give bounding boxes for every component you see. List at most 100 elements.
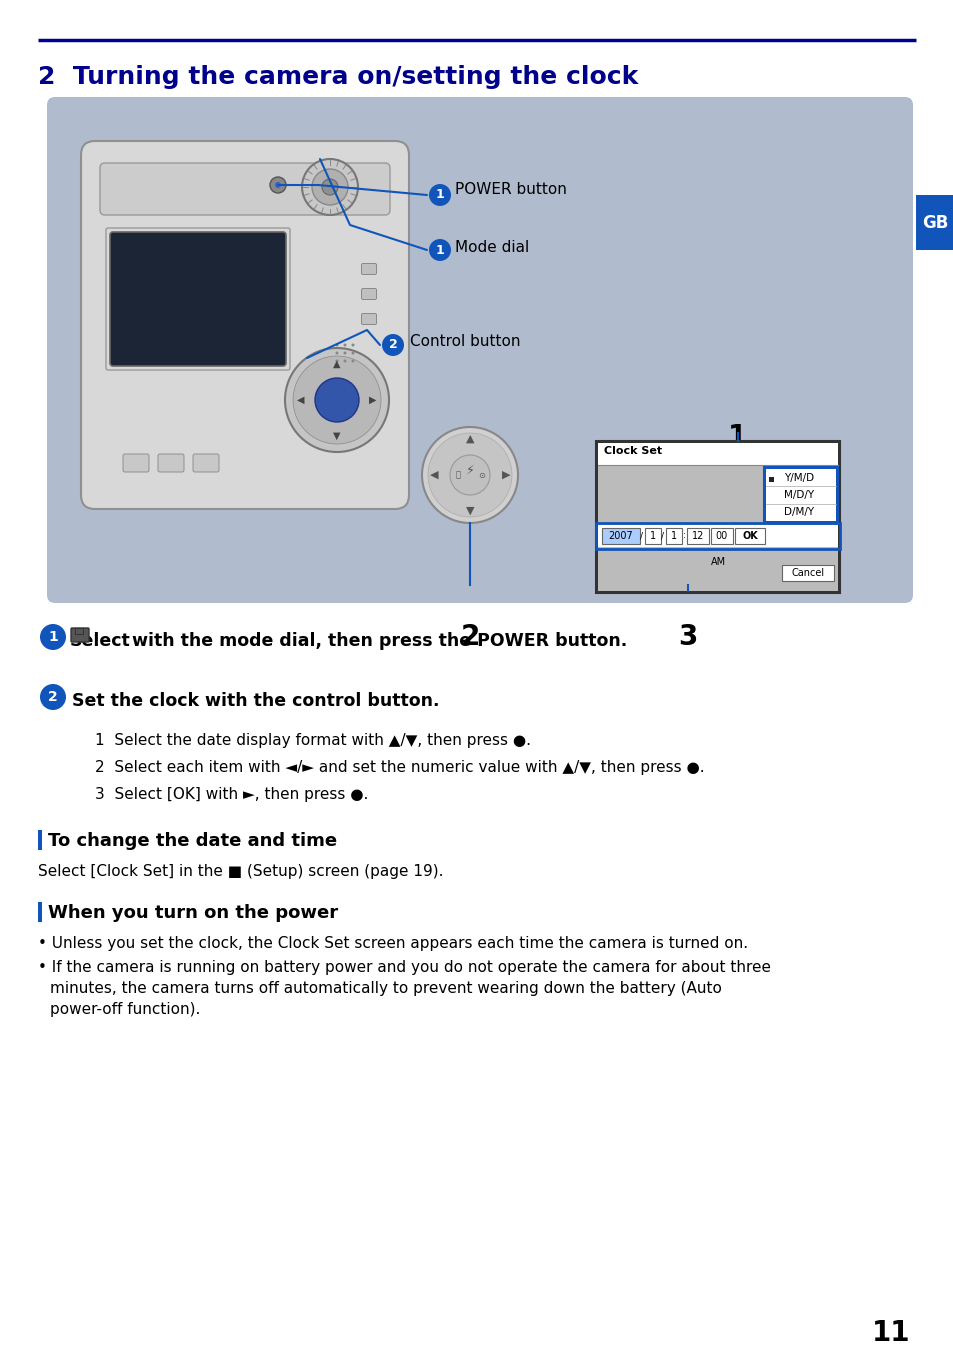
Text: D/M/Y: D/M/Y <box>783 508 813 517</box>
FancyBboxPatch shape <box>710 528 732 544</box>
Text: 1: 1 <box>436 189 444 201</box>
Circle shape <box>429 239 451 261</box>
FancyBboxPatch shape <box>781 565 833 581</box>
FancyBboxPatch shape <box>100 163 390 214</box>
Text: minutes, the camera turns off automatically to prevent wearing down the battery : minutes, the camera turns off automatica… <box>50 981 721 996</box>
Text: ▼: ▼ <box>465 506 474 516</box>
Text: /: / <box>639 532 643 540</box>
Circle shape <box>293 356 380 444</box>
Text: 🏞: 🏞 <box>455 471 460 479</box>
FancyBboxPatch shape <box>601 528 639 544</box>
Text: 2  Turning the camera on/setting the clock: 2 Turning the camera on/setting the cloc… <box>38 65 638 90</box>
FancyBboxPatch shape <box>765 470 835 521</box>
Circle shape <box>335 351 338 354</box>
Circle shape <box>335 360 338 362</box>
Circle shape <box>343 360 346 362</box>
FancyBboxPatch shape <box>598 442 837 465</box>
FancyBboxPatch shape <box>158 455 184 472</box>
FancyBboxPatch shape <box>686 528 708 544</box>
FancyBboxPatch shape <box>361 289 376 300</box>
Circle shape <box>335 343 338 346</box>
Text: Cancel: Cancel <box>791 569 823 578</box>
Text: • Unless you set the clock, the Clock Set screen appears each time the camera is: • Unless you set the clock, the Clock Se… <box>38 936 747 951</box>
Text: ◀: ◀ <box>429 470 437 480</box>
FancyBboxPatch shape <box>75 627 84 634</box>
Text: with the mode dial, then press the POWER button.: with the mode dial, then press the POWER… <box>132 632 626 650</box>
Circle shape <box>421 427 517 522</box>
Text: 1: 1 <box>48 630 58 645</box>
Text: Clock Set: Clock Set <box>603 446 661 456</box>
Text: Mode dial: Mode dial <box>455 240 529 255</box>
Text: 1: 1 <box>436 243 444 256</box>
Text: 1  Select the date display format with ▲/▼, then press ●.: 1 Select the date display format with ▲/… <box>95 733 531 748</box>
Text: 00: 00 <box>715 531 727 541</box>
FancyBboxPatch shape <box>38 902 42 921</box>
Text: 12: 12 <box>691 531 703 541</box>
Text: Select: Select <box>70 632 131 650</box>
Text: 2: 2 <box>460 623 479 651</box>
Text: ⚡: ⚡ <box>465 464 474 476</box>
Text: 1: 1 <box>727 423 747 451</box>
Circle shape <box>285 347 389 452</box>
Text: To change the date and time: To change the date and time <box>48 832 336 849</box>
Text: ▲: ▲ <box>333 360 340 369</box>
Text: 1: 1 <box>649 531 656 541</box>
FancyBboxPatch shape <box>915 195 953 250</box>
Text: Set the clock with the control button.: Set the clock with the control button. <box>71 692 439 710</box>
Text: ▶: ▶ <box>501 470 510 480</box>
Text: power-off function).: power-off function). <box>50 1001 200 1016</box>
Text: 3: 3 <box>678 623 697 651</box>
FancyBboxPatch shape <box>110 232 286 366</box>
FancyBboxPatch shape <box>644 528 660 544</box>
Text: M/D/Y: M/D/Y <box>783 490 813 499</box>
Text: 2: 2 <box>48 689 58 704</box>
Circle shape <box>381 334 403 356</box>
Text: 3  Select [OK] with ►, then press ●.: 3 Select [OK] with ►, then press ●. <box>95 787 368 802</box>
Text: When you turn on the power: When you turn on the power <box>48 904 337 921</box>
FancyBboxPatch shape <box>361 313 376 324</box>
FancyBboxPatch shape <box>38 830 42 849</box>
Text: ⊙: ⊙ <box>478 471 485 479</box>
FancyBboxPatch shape <box>665 528 681 544</box>
FancyBboxPatch shape <box>598 442 837 592</box>
FancyBboxPatch shape <box>598 525 837 547</box>
Text: Control button: Control button <box>410 334 520 350</box>
FancyBboxPatch shape <box>193 455 219 472</box>
Circle shape <box>450 455 490 495</box>
Text: ▶: ▶ <box>369 395 376 404</box>
Text: ▲: ▲ <box>465 434 474 444</box>
Text: 2: 2 <box>388 338 397 351</box>
Text: Y/M/D: Y/M/D <box>783 472 813 483</box>
Text: 11: 11 <box>871 1319 909 1348</box>
FancyBboxPatch shape <box>123 455 149 472</box>
Text: 2007: 2007 <box>608 531 633 541</box>
Text: ▼: ▼ <box>333 432 340 441</box>
FancyBboxPatch shape <box>734 528 764 544</box>
FancyBboxPatch shape <box>81 141 409 509</box>
FancyBboxPatch shape <box>47 96 912 603</box>
Text: • If the camera is running on battery power and you do not operate the camera fo: • If the camera is running on battery po… <box>38 959 770 974</box>
Circle shape <box>351 351 355 354</box>
FancyBboxPatch shape <box>763 467 837 522</box>
FancyBboxPatch shape <box>598 547 837 592</box>
FancyBboxPatch shape <box>71 628 89 642</box>
Circle shape <box>428 433 512 517</box>
Circle shape <box>40 684 66 710</box>
FancyBboxPatch shape <box>768 476 773 482</box>
FancyBboxPatch shape <box>596 441 840 593</box>
Text: Select [Clock Set] in the ■ (Setup) screen (page 19).: Select [Clock Set] in the ■ (Setup) scre… <box>38 864 443 879</box>
Circle shape <box>343 351 346 354</box>
Circle shape <box>322 179 337 195</box>
Text: GB: GB <box>921 213 947 232</box>
Text: OK: OK <box>741 531 757 541</box>
FancyBboxPatch shape <box>361 263 376 274</box>
Circle shape <box>351 360 355 362</box>
Text: 2  Select each item with ◄/► and set the numeric value with ▲/▼, then press ●.: 2 Select each item with ◄/► and set the … <box>95 760 704 775</box>
Circle shape <box>274 182 281 189</box>
Text: ◀: ◀ <box>297 395 304 404</box>
Circle shape <box>343 343 346 346</box>
Text: 1: 1 <box>670 531 677 541</box>
FancyBboxPatch shape <box>598 465 837 525</box>
Circle shape <box>314 379 358 422</box>
Text: :: : <box>681 532 684 540</box>
